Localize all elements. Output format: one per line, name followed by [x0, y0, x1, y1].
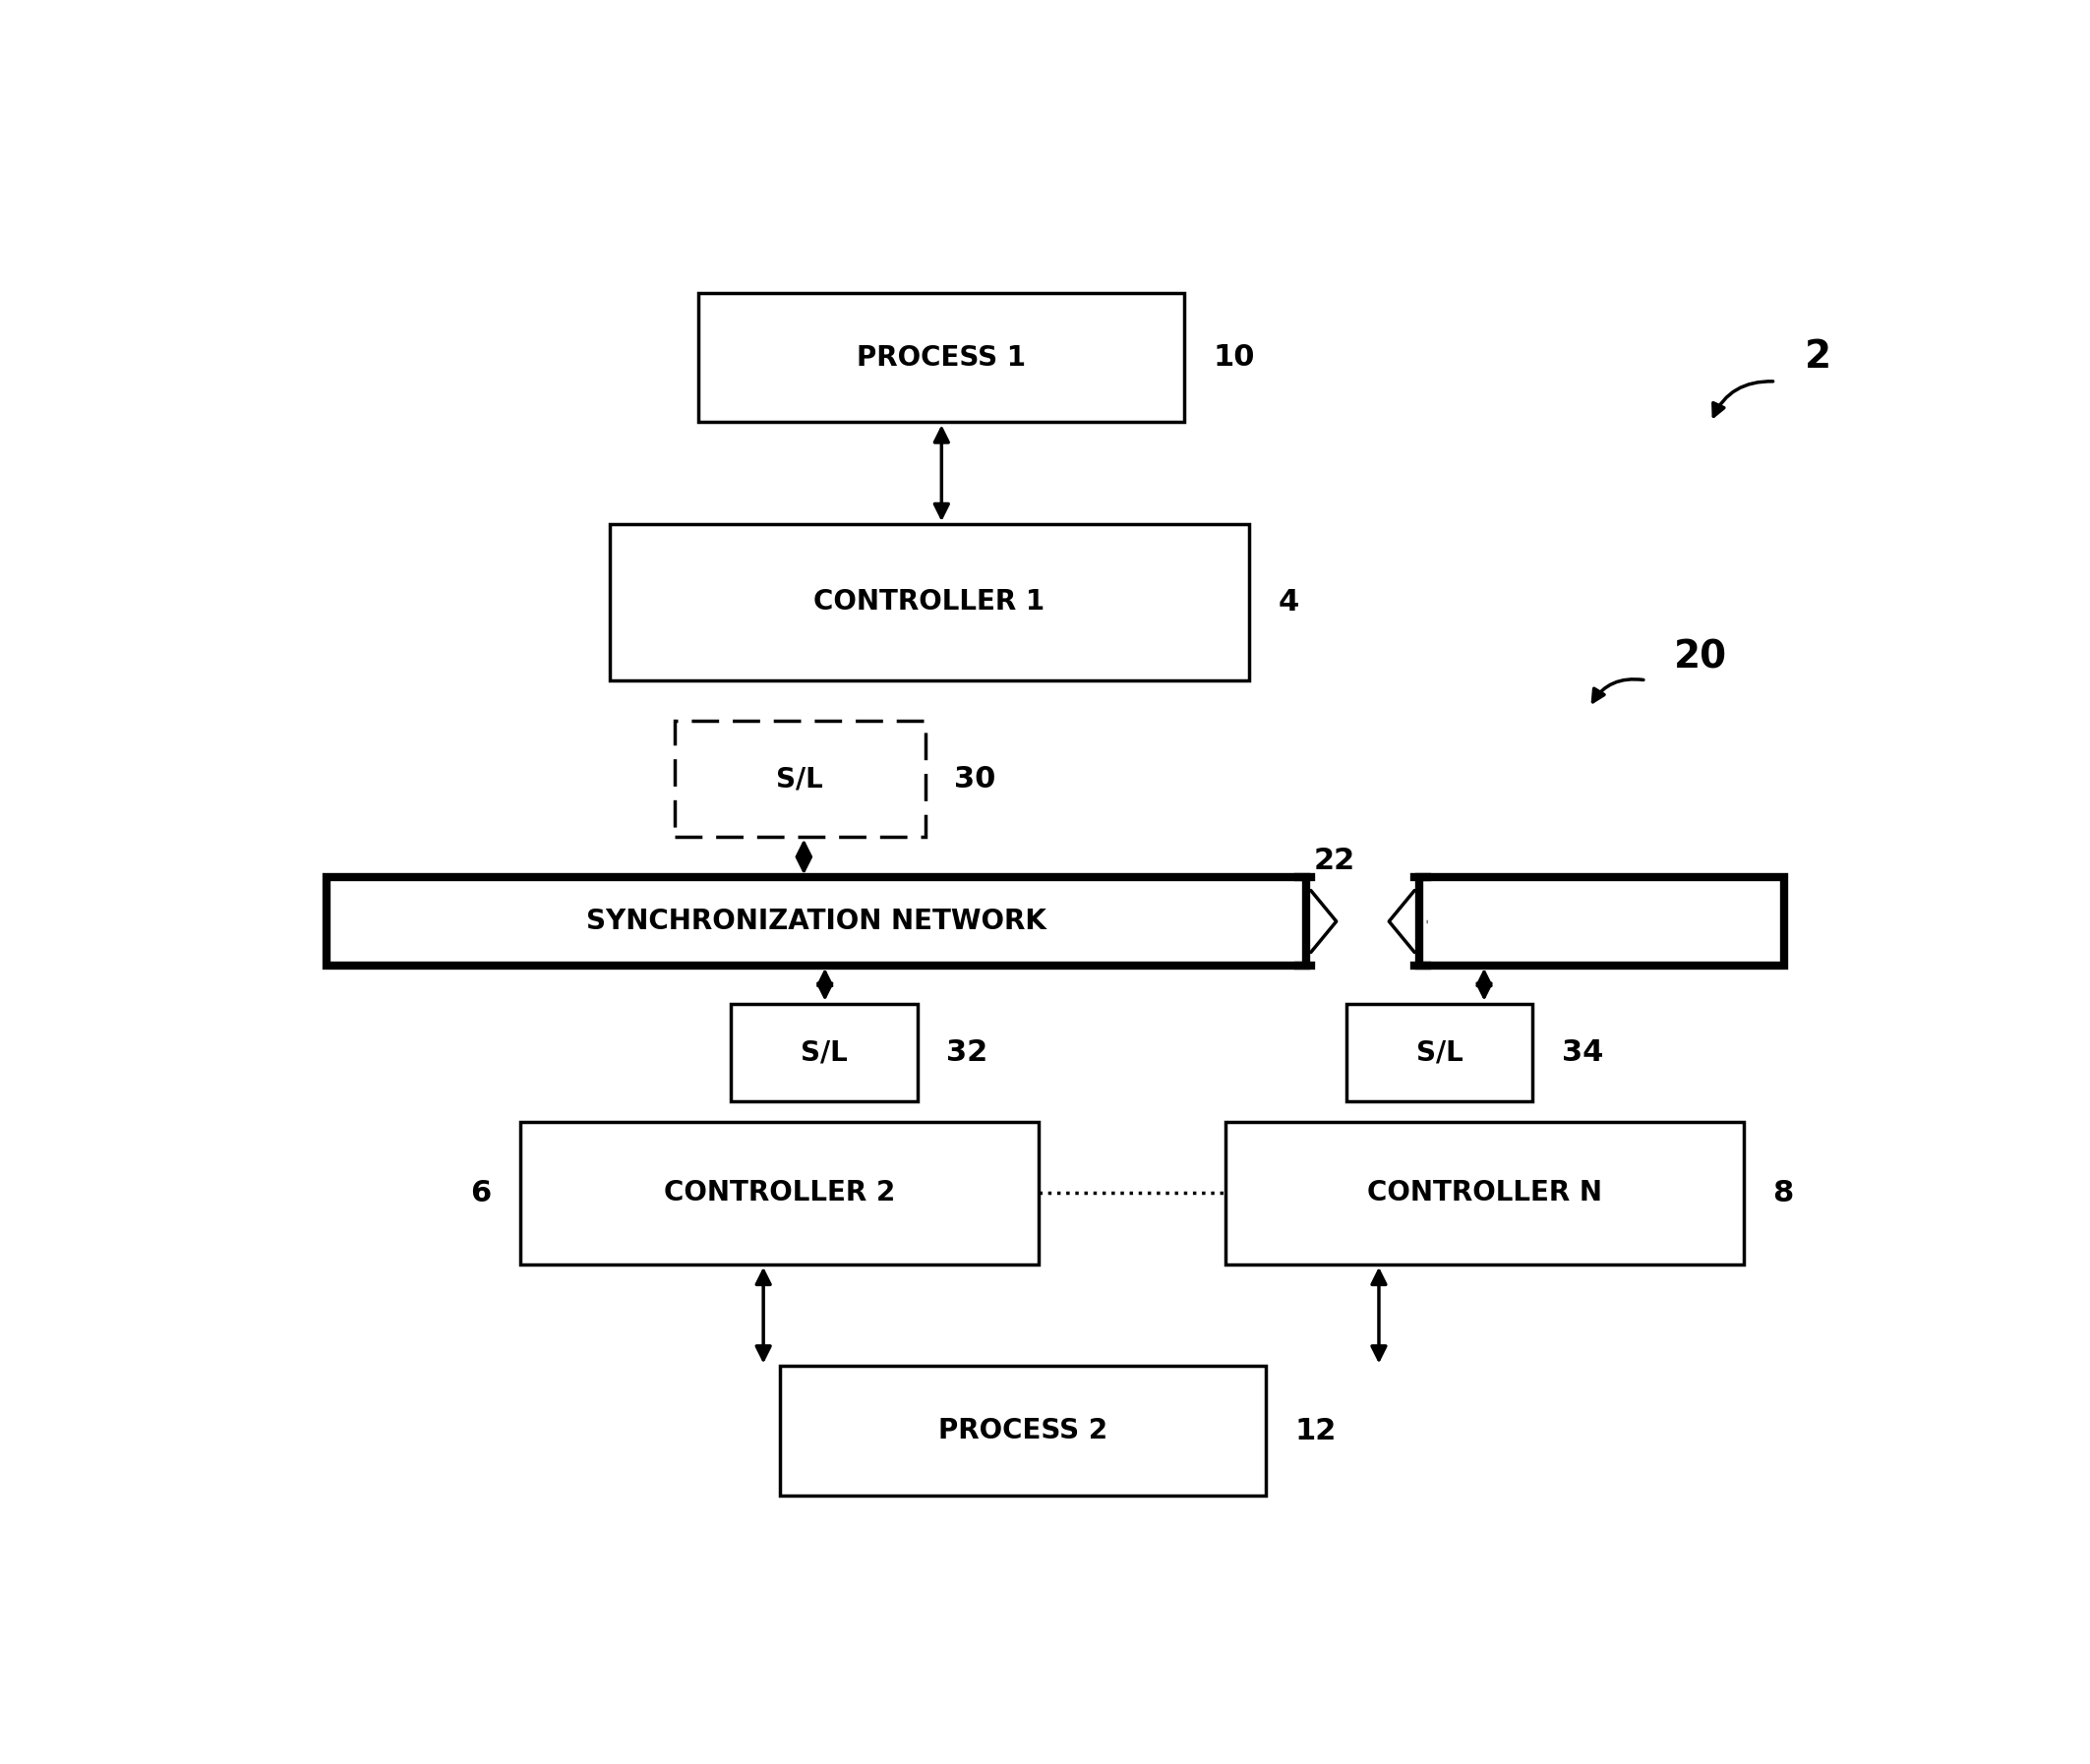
Text: CONTROLLER 2: CONTROLLER 2 [665, 1180, 895, 1207]
Text: 4: 4 [1279, 587, 1300, 616]
Text: S/L: S/L [775, 766, 823, 792]
Bar [1302, 875, 1423, 968]
Text: CONTROLLER 1: CONTROLLER 1 [813, 589, 1045, 616]
Text: 8: 8 [1772, 1178, 1793, 1207]
Text: 2: 2 [1806, 339, 1831, 376]
Text: 12: 12 [1294, 1416, 1336, 1445]
Text: 22: 22 [1315, 847, 1356, 875]
Bar [780, 1365, 1267, 1496]
Text: SYNCHRONIZATION NETWORK: SYNCHRONIZATION NETWORK [585, 908, 1047, 935]
Bar [675, 721, 926, 836]
Text: 32: 32 [947, 1039, 989, 1067]
Text: 6: 6 [470, 1178, 491, 1207]
Text: 34: 34 [1561, 1039, 1603, 1067]
Bar [610, 524, 1250, 681]
Bar [732, 1004, 918, 1101]
Bar [698, 293, 1185, 422]
Text: S/L: S/L [800, 1039, 849, 1065]
Text: PROCESS 2: PROCESS 2 [938, 1416, 1108, 1445]
Text: CONTROLLER N: CONTROLLER N [1367, 1180, 1601, 1207]
Bar [520, 1122, 1039, 1265]
Text: 20: 20 [1674, 639, 1726, 676]
Bar [1225, 1122, 1743, 1265]
Bar [1419, 877, 1785, 965]
Text: 10: 10 [1214, 344, 1256, 372]
Text: PROCESS 1: PROCESS 1 [857, 344, 1026, 372]
Text: S/L: S/L [1417, 1039, 1463, 1065]
Bar [326, 877, 1306, 965]
Bar [1346, 1004, 1532, 1101]
Text: 30: 30 [955, 764, 997, 794]
